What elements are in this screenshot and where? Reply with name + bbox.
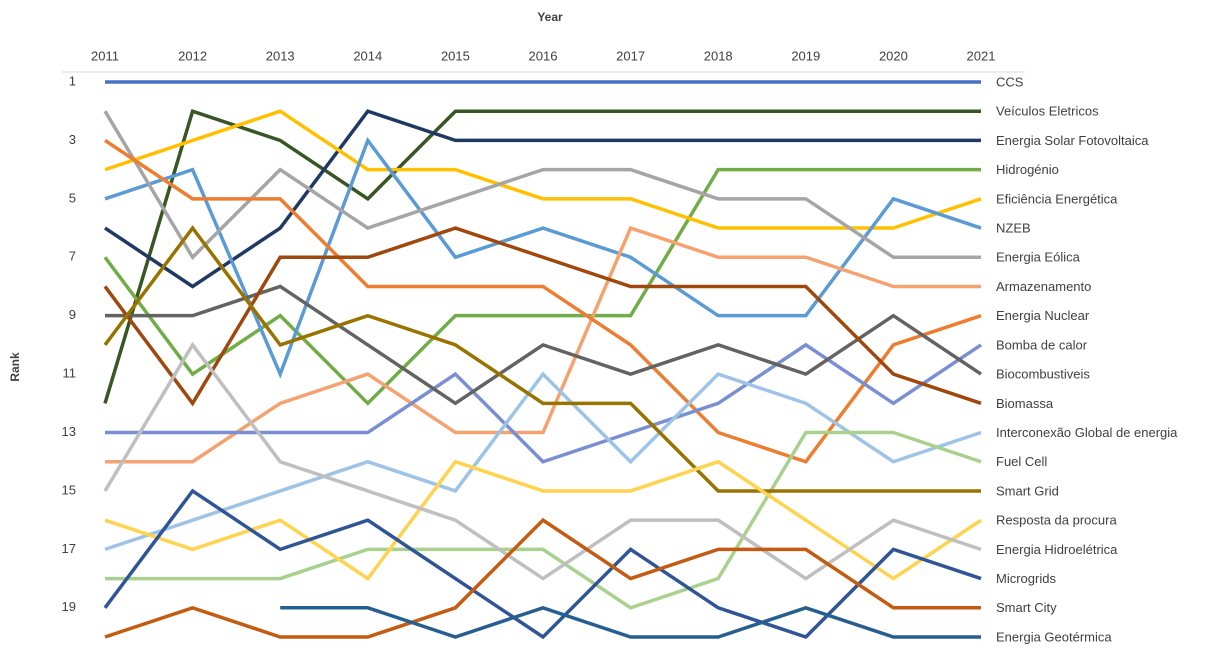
legend-label: NZEB	[996, 220, 1031, 235]
y-axis-title: Rank	[8, 352, 22, 382]
y-tick-label: 3	[69, 132, 76, 147]
legend-label: Armazenamento	[996, 279, 1091, 294]
y-tick-label: 15	[62, 482, 76, 497]
x-tick-label: 2021	[967, 48, 996, 63]
series-line	[104, 109, 981, 289]
legend-label: Eficiência Energética	[996, 191, 1118, 206]
legend-label: Energia Geotérmica	[996, 629, 1112, 644]
legend-label: Hidrogénio	[996, 162, 1059, 177]
x-tick-label: 2016	[529, 48, 558, 63]
legend-label: Biomassa	[996, 396, 1054, 411]
x-tick-label: 2018	[704, 48, 733, 63]
legend-label: Microgrids	[996, 571, 1056, 586]
x-tick-label: 2013	[266, 48, 295, 63]
y-tick-label: 19	[62, 599, 76, 614]
series-line	[103, 225, 981, 493]
legend-label: Energia Solar Fotovoltaica	[996, 133, 1149, 148]
series-line	[105, 342, 982, 464]
x-tick-label: 2011	[91, 48, 119, 63]
legend-label: Energia Nuclear	[996, 308, 1090, 323]
y-tick-label: 17	[62, 541, 76, 556]
y-tick-label: 1	[69, 73, 76, 88]
legend-label: Resposta da procura	[996, 513, 1117, 528]
x-tick-label: 2020	[879, 48, 908, 63]
y-tick-label: 5	[69, 190, 76, 205]
legend-label: Bomba de calor	[996, 337, 1088, 352]
legend-label: Smart Grid	[996, 483, 1059, 498]
series-line	[104, 517, 981, 639]
legend-label: CCS	[996, 74, 1024, 89]
y-tick-label: 9	[69, 307, 76, 322]
series-line	[103, 110, 981, 261]
x-axis-title: Year	[537, 10, 563, 24]
series-line	[104, 109, 982, 230]
series-line	[105, 430, 982, 610]
series-line	[103, 167, 981, 406]
legend-label: Fuel Cell	[996, 454, 1047, 469]
series-line	[103, 341, 982, 581]
legend-label: Energia Eólica	[996, 250, 1081, 265]
legend-label: Energia Hidroelétrica	[996, 542, 1118, 557]
y-tick-label: 7	[69, 249, 76, 264]
legend-label: Smart City	[996, 600, 1057, 615]
legend-label: Interconexão Global de energia	[996, 425, 1178, 440]
x-tick-label: 2012	[178, 48, 207, 63]
x-tick-label: 2017	[616, 48, 645, 63]
legend-label: Veículos Eletricos	[996, 104, 1099, 119]
series-line	[105, 284, 982, 406]
series-line	[104, 371, 982, 552]
y-tick-label: 11	[63, 366, 77, 381]
x-tick-label: 2015	[441, 48, 470, 63]
x-tick-label: 2014	[353, 48, 382, 63]
y-tick-label: 13	[62, 424, 76, 439]
series-line	[280, 605, 981, 639]
legend-label: Biocombustiveis	[996, 367, 1090, 382]
series-line	[103, 108, 981, 404]
x-tick-label: 2019	[791, 48, 820, 63]
series-line	[103, 488, 982, 640]
